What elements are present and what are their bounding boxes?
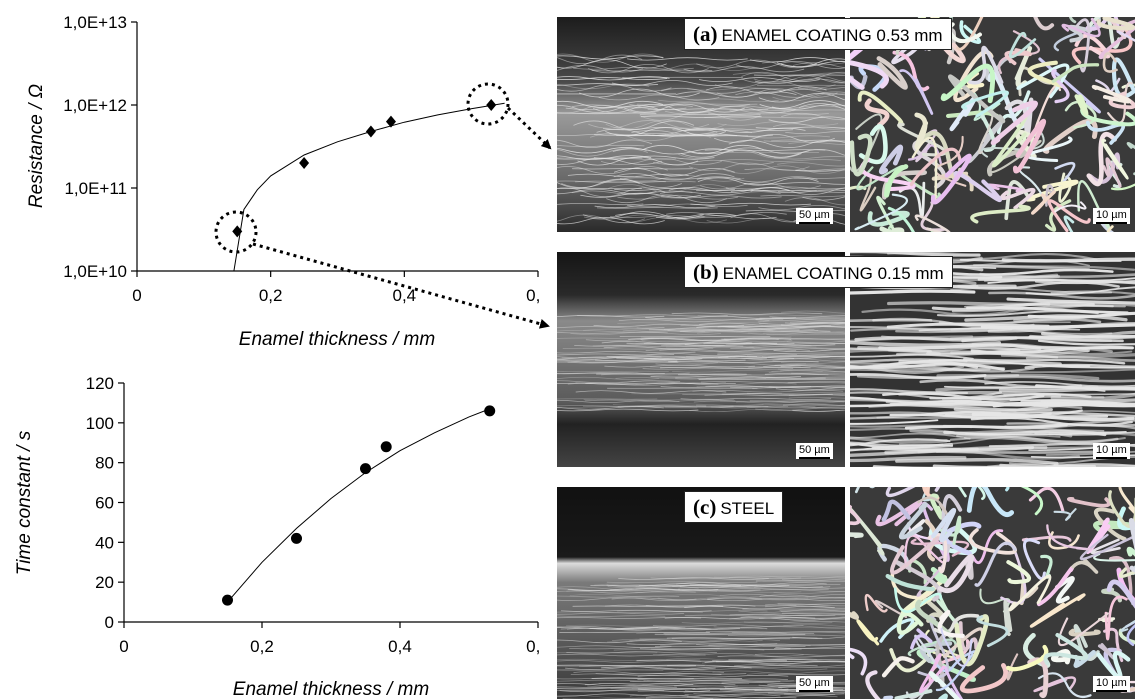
data-point-diamond: [385, 115, 396, 128]
scale-bar-b-left: 50 µm: [796, 443, 833, 459]
data-point-diamond: [232, 225, 243, 238]
y-tick-label: 1,0E+12: [63, 96, 127, 115]
fiber-texture-image: [850, 487, 1135, 699]
data-point-diamond: [486, 99, 497, 111]
scale-bar-a-left: 50 µm: [796, 208, 833, 224]
scale-label: 10 µm: [1096, 209, 1127, 221]
x-tick-label: 0,4: [393, 286, 417, 305]
caption-a: (a) ENAMEL COATING 0.53 mm: [684, 18, 952, 50]
caption-a-letter: (a): [693, 22, 718, 46]
fiber-texture-image: [557, 17, 845, 232]
fiber-texture-image: [850, 252, 1135, 467]
y-tick-label: 0: [105, 613, 114, 632]
resistance-chart: 1,0E+101,0E+111,0E+121,0E+13 00,20,40,6 …: [26, 13, 540, 350]
caption-c: (c) STEEL: [684, 491, 784, 523]
scale-label: 10 µm: [1096, 677, 1127, 689]
micrograph-a-detail: [850, 17, 1135, 232]
y-tick-label: 120: [86, 374, 114, 393]
y-tick-label: 80: [95, 454, 114, 473]
data-point-diamond: [365, 125, 376, 138]
y-tick-label: 1,0E+13: [63, 13, 127, 32]
micrograph-c-detail: [850, 487, 1135, 699]
fit-curve: [227, 408, 490, 603]
micrograph-b-detail: [850, 252, 1135, 467]
fit-curve: [233, 102, 505, 272]
data-point-circle: [222, 594, 233, 606]
scale-bar-c-left: 50 µm: [796, 676, 833, 692]
scale-label: 50 µm: [799, 444, 830, 456]
caption-b-text: ENAMEL COATING 0.15 mm: [722, 264, 944, 283]
x-tick-label: 0: [132, 286, 141, 305]
highlight-circle-0.53mm: [466, 82, 510, 126]
caption-b-letter: (b): [693, 260, 719, 284]
x-tick-label: 0,2: [250, 637, 274, 656]
y-axis-title: Time constant / s: [14, 430, 35, 575]
y-tick-label: 1,0E+11: [64, 179, 127, 198]
data-point-circle: [291, 532, 302, 544]
scale-label: 10 µm: [1096, 444, 1127, 456]
data-point-circle: [380, 441, 392, 453]
x-axis-title: Enamel thickness / mm: [239, 329, 435, 350]
scale-bar-b-right: 10 µm: [1093, 443, 1130, 459]
scale-label: 50 µm: [799, 677, 830, 689]
y-axis-title: Resistance / Ω: [26, 84, 47, 208]
y-tick-label: 100: [86, 414, 114, 433]
fiber-texture-image: [557, 252, 845, 467]
data-point-circle: [484, 405, 496, 417]
micrograph-a-cross-section: [557, 17, 845, 232]
caption-a-text: ENAMEL COATING 0.53 mm: [721, 26, 943, 45]
x-tick-label: 0,4: [388, 637, 412, 656]
fiber-texture-image: [850, 17, 1135, 232]
highlight-circle-0.15mm: [214, 210, 258, 254]
y-tick-label: 20: [95, 573, 114, 592]
caption-b: (b) ENAMEL COATING 0.15 mm: [684, 256, 953, 288]
x-tick-label: 0,6: [526, 637, 540, 656]
caption-c-text: STEEL: [720, 499, 775, 518]
data-point-circle: [360, 463, 371, 475]
scale-bar-a-right: 10 µm: [1093, 208, 1130, 224]
y-tick-label: 1,0E+10: [63, 262, 127, 281]
x-tick-label: 0,6: [526, 286, 540, 305]
x-axis-title: Enamel thickness / mm: [233, 679, 429, 700]
x-tick-label: 0,2: [259, 286, 283, 305]
micrograph-b-cross-section: [557, 252, 845, 467]
y-tick-label: 60: [95, 494, 114, 513]
scale-label: 50 µm: [799, 209, 830, 221]
scale-bar-c-right: 10 µm: [1093, 676, 1130, 692]
y-tick-label: 40: [95, 533, 114, 552]
data-point-diamond: [299, 157, 310, 170]
time-constant-chart: 0 20 40 60 80 100 120 0 0,2 0,4 0,6 Enamel thickn…: [14, 374, 540, 700]
x-tick-label: 0: [119, 637, 128, 656]
caption-c-letter: (c): [693, 495, 717, 519]
